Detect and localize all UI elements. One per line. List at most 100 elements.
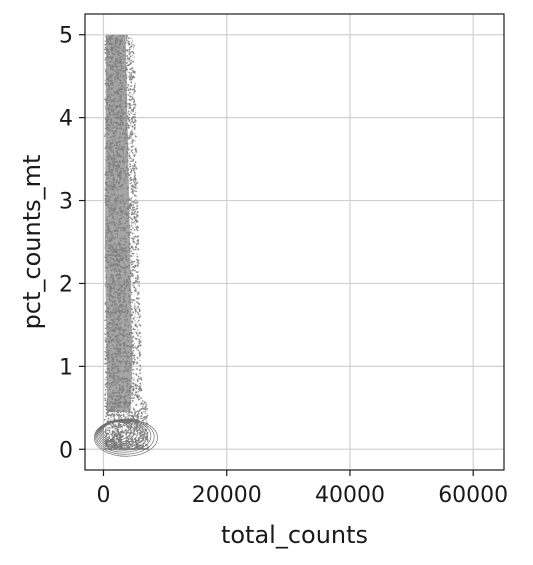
scatter-point	[132, 262, 134, 264]
scatter-point	[137, 271, 139, 273]
scatter-point	[118, 341, 121, 343]
scatter-point	[146, 409, 148, 411]
scatter-point	[109, 119, 111, 121]
scatter-point	[106, 400, 108, 403]
scatter-point	[114, 99, 117, 102]
scatter-point	[128, 322, 131, 324]
scatter-point	[119, 227, 121, 230]
scatter-point	[121, 35, 124, 37]
scatter-point	[125, 140, 127, 143]
scatter-point	[109, 212, 111, 215]
scatter-point	[113, 72, 115, 75]
scatter-point	[121, 209, 124, 212]
scatter-point	[137, 266, 139, 268]
scatter-point	[105, 324, 107, 327]
scatter-point	[136, 213, 139, 215]
scatter-point	[135, 430, 138, 433]
scatter-point	[115, 202, 117, 204]
scatter-point	[123, 251, 126, 253]
scatter-point	[122, 91, 124, 94]
scatter-point	[117, 202, 120, 204]
scatter-point	[127, 60, 129, 62]
scatter-point	[124, 253, 127, 256]
scatter-point	[116, 124, 118, 127]
scatter-point	[123, 177, 125, 180]
scatter-point	[131, 284, 133, 287]
scatter-point	[111, 314, 114, 316]
scatter-point	[114, 132, 116, 135]
scatter-point	[128, 197, 131, 199]
scatter-point	[137, 282, 139, 285]
scatter-point	[130, 209, 133, 211]
scatter-point	[124, 210, 126, 212]
scatter-point	[127, 149, 130, 152]
scatter-point	[134, 226, 137, 228]
scatter-point	[109, 419, 111, 422]
scatter-point	[126, 413, 129, 416]
scatter-point	[112, 408, 115, 410]
scatter-point	[110, 161, 112, 164]
scatter-point	[106, 93, 109, 95]
scatter-point	[105, 242, 108, 244]
scatter-point	[127, 241, 130, 244]
scatter-point	[127, 112, 129, 115]
scatter-point	[125, 227, 127, 229]
scatter-point	[126, 260, 128, 263]
scatter-point	[125, 74, 128, 76]
scatter-point	[105, 82, 108, 84]
scatter-point	[117, 390, 119, 392]
scatter-point	[125, 445, 128, 448]
scatter-point	[110, 347, 112, 350]
scatter-point	[128, 152, 131, 154]
scatter-point	[122, 187, 124, 189]
scatter-point	[109, 262, 112, 265]
scatter-point	[108, 201, 110, 204]
scatter-point	[124, 234, 127, 237]
scatter-point	[137, 238, 139, 241]
scatter-point	[133, 443, 135, 446]
scatter-point	[126, 193, 129, 195]
scatter-point	[107, 115, 110, 118]
scatter-point	[133, 441, 135, 443]
scatter-point	[124, 264, 127, 267]
scatter-point	[125, 96, 128, 98]
scatter-point	[110, 235, 112, 237]
scatter-point	[112, 368, 114, 371]
scatter-point	[104, 62, 107, 64]
scatter-point	[117, 223, 119, 225]
scatter-point	[116, 237, 119, 239]
scatter-point	[116, 131, 118, 134]
scatter-point	[116, 189, 119, 192]
scatter-point	[122, 358, 125, 361]
scatter-point	[108, 172, 111, 174]
scatter-point	[133, 117, 136, 120]
scatter-point	[115, 378, 117, 380]
scatter-point	[134, 82, 137, 85]
scatter-point	[108, 284, 110, 287]
scatter-point	[134, 409, 136, 412]
scatter-point	[134, 180, 137, 183]
scatter-point	[112, 317, 115, 319]
scatter-point	[121, 427, 124, 429]
scatter-point	[117, 211, 120, 214]
scatter-point	[107, 90, 110, 93]
scatter-point	[139, 418, 142, 420]
scatter-point	[108, 73, 111, 75]
scatter-point	[136, 261, 138, 264]
scatter-point	[126, 200, 129, 202]
scatter-point	[116, 308, 118, 311]
scatter-point	[110, 92, 112, 94]
scatter-point	[123, 163, 125, 166]
scatter-point	[133, 396, 136, 399]
scatter-point	[105, 90, 107, 93]
scatter-point	[127, 401, 129, 403]
scatter-point	[109, 316, 111, 319]
scatter-point	[131, 350, 133, 353]
scatter-point	[123, 159, 126, 161]
scatter-point	[131, 129, 133, 131]
scatter-point	[116, 280, 119, 282]
scatter-point	[107, 40, 110, 43]
scatter-point	[138, 390, 140, 393]
scatter-point	[119, 426, 121, 429]
scatter-point	[142, 410, 145, 413]
